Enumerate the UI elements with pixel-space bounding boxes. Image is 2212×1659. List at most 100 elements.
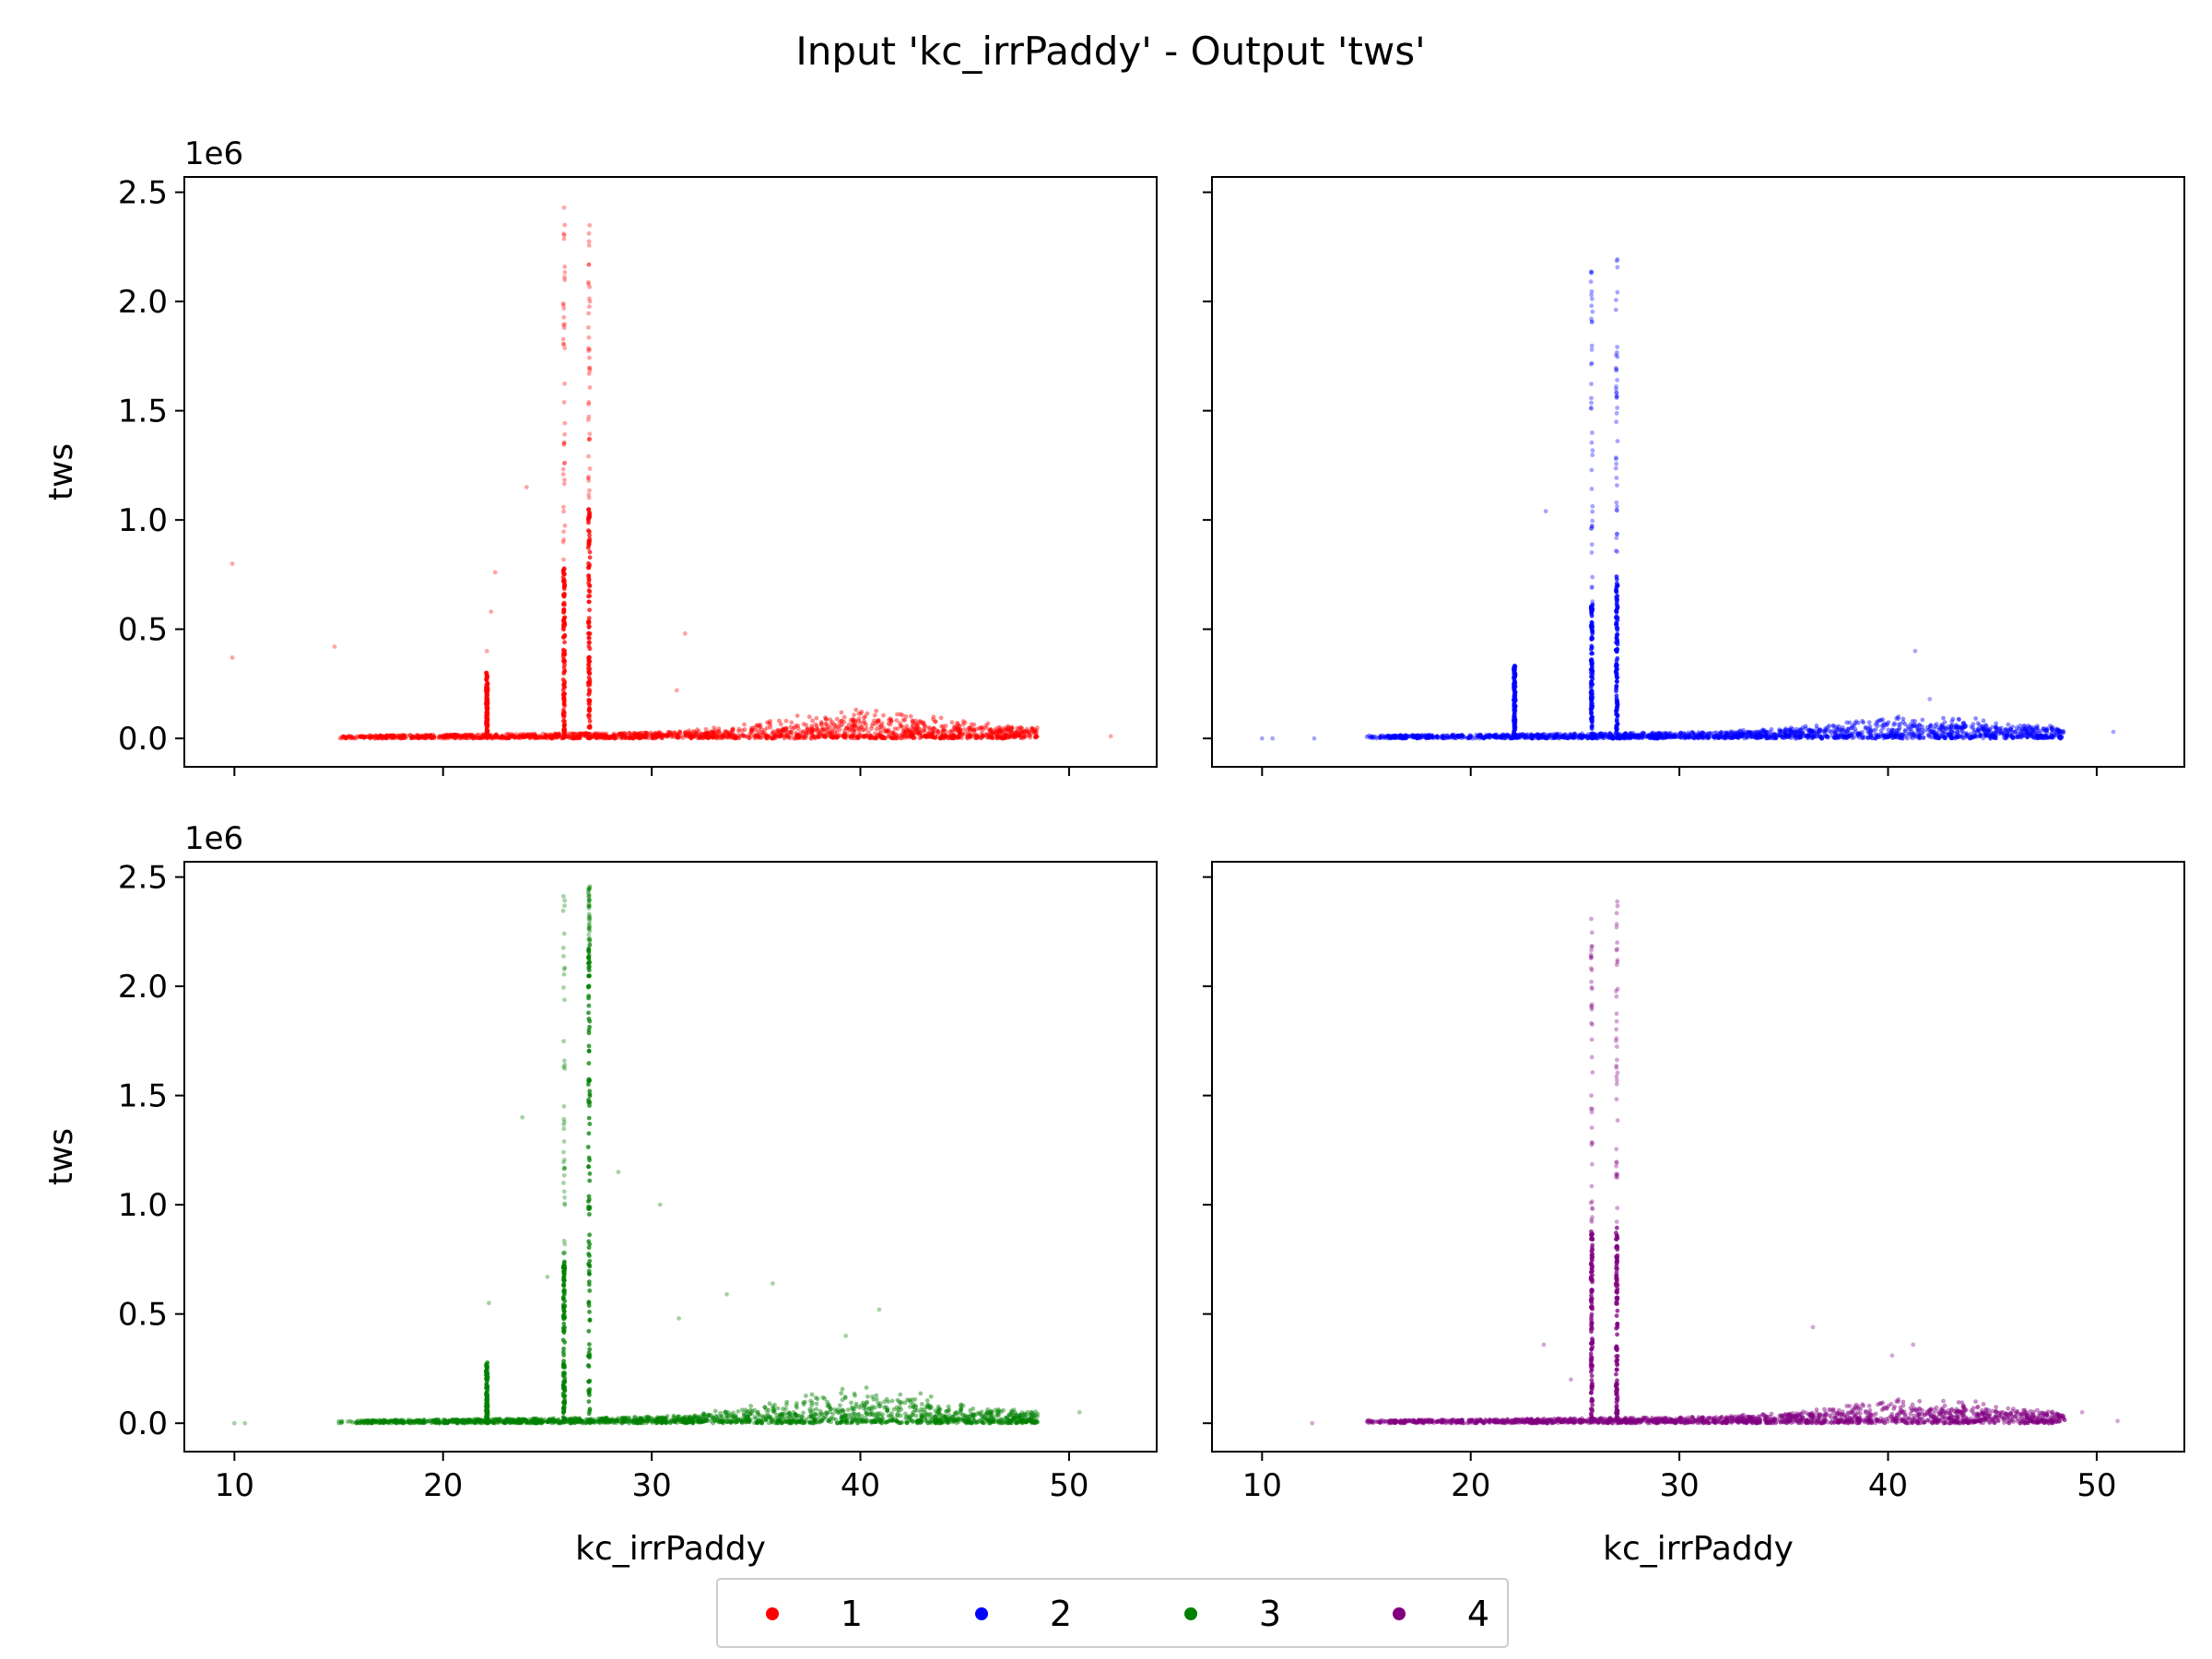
data-point: [878, 723, 884, 728]
data-point: [971, 727, 976, 733]
data-point: [1961, 720, 1966, 725]
data-point: [2053, 733, 2058, 738]
data-point: [1543, 509, 1548, 514]
data-point: [820, 1394, 826, 1400]
data-point: [902, 1411, 908, 1417]
data-point: [587, 223, 593, 228]
data-point: [1873, 732, 1878, 736]
data-point: [561, 650, 567, 655]
y-tick-label: 2.0: [118, 284, 168, 321]
data-point: [1905, 724, 1911, 729]
data-point: [1890, 735, 1896, 740]
data-point: [983, 1412, 989, 1417]
data-point: [710, 735, 715, 740]
data-point: [852, 1391, 857, 1396]
data-point: [692, 1413, 697, 1418]
data-point: [1614, 658, 1619, 664]
data-point: [767, 721, 771, 725]
data-point: [808, 1398, 813, 1404]
data-point: [920, 720, 925, 725]
data-point: [617, 731, 622, 736]
data-point: [1984, 727, 1990, 733]
data-point: [1886, 727, 1891, 733]
data-point: [1994, 726, 1999, 731]
data-point: [677, 730, 682, 735]
data-point: [933, 719, 938, 724]
data-point: [1377, 735, 1382, 740]
data-point: [809, 1414, 815, 1419]
data-point: [794, 723, 799, 728]
data-point: [794, 1413, 799, 1418]
data-point: [586, 735, 592, 740]
data-point: [1027, 733, 1032, 738]
data-point: [828, 734, 833, 739]
data-point: [1589, 406, 1594, 411]
data-point: [856, 711, 862, 716]
data-point: [1934, 722, 1939, 726]
data-point: [1747, 730, 1752, 735]
data-point: [867, 735, 873, 741]
data-point: [898, 1392, 903, 1397]
data-point: [924, 1405, 929, 1410]
data-point: [1790, 726, 1795, 732]
data-point: [1615, 735, 1620, 740]
data-point: [905, 728, 911, 733]
data-point: [925, 1403, 931, 1408]
data-point: [988, 1408, 994, 1414]
data-point: [1794, 729, 1798, 735]
data-point: [903, 714, 909, 719]
data-point: [980, 724, 984, 730]
data-point: [1459, 733, 1465, 738]
data-point: [693, 730, 698, 735]
data-point: [856, 726, 862, 732]
data-point: [1718, 730, 1724, 735]
data-point: [917, 726, 923, 732]
data-point: [883, 728, 888, 733]
data-point: [1902, 728, 1908, 733]
data-point: [586, 402, 591, 406]
data-point: [1744, 735, 1749, 740]
data-point: [1589, 525, 1594, 531]
data-point: [785, 1412, 790, 1418]
data-point: [854, 735, 860, 740]
data-point: [1909, 734, 1914, 739]
data-point: [1951, 730, 1956, 735]
data-point: [902, 730, 908, 735]
data-point: [1424, 735, 1429, 741]
data-point: [627, 735, 632, 741]
data-point: [1585, 735, 1590, 741]
data-point: [1804, 726, 1808, 731]
data-point: [942, 727, 947, 732]
data-point: [1009, 724, 1015, 730]
data-point: [1025, 728, 1030, 734]
data-point: [810, 727, 816, 733]
data-point: [571, 732, 576, 736]
data-point: [781, 728, 786, 734]
data-point: [2041, 726, 2046, 732]
data-point: [2050, 724, 2055, 730]
data-point: [587, 466, 593, 471]
data-point: [1590, 518, 1595, 524]
data-point: [1994, 728, 2000, 734]
data-point: [793, 1411, 798, 1417]
data-point: [1984, 730, 1990, 735]
data-point: [587, 724, 593, 729]
data-point: [1873, 722, 1878, 727]
data-point: [889, 730, 895, 735]
data-point: [1614, 532, 1619, 536]
data-point: [1613, 664, 1618, 668]
data-point: [1589, 524, 1594, 529]
data-point: [820, 734, 826, 739]
data-point: [920, 734, 924, 739]
data-point: [1912, 722, 1917, 727]
data-point: [862, 1403, 866, 1408]
data-point: [1678, 735, 1683, 740]
data-point: [1850, 731, 1855, 736]
data-point: [1006, 727, 1010, 733]
data-point: [765, 725, 770, 731]
data-point: [872, 718, 877, 724]
data-point: [774, 1413, 780, 1418]
data-point: [2029, 730, 2034, 735]
data-point: [1589, 347, 1594, 352]
data-point: [1548, 732, 1553, 737]
